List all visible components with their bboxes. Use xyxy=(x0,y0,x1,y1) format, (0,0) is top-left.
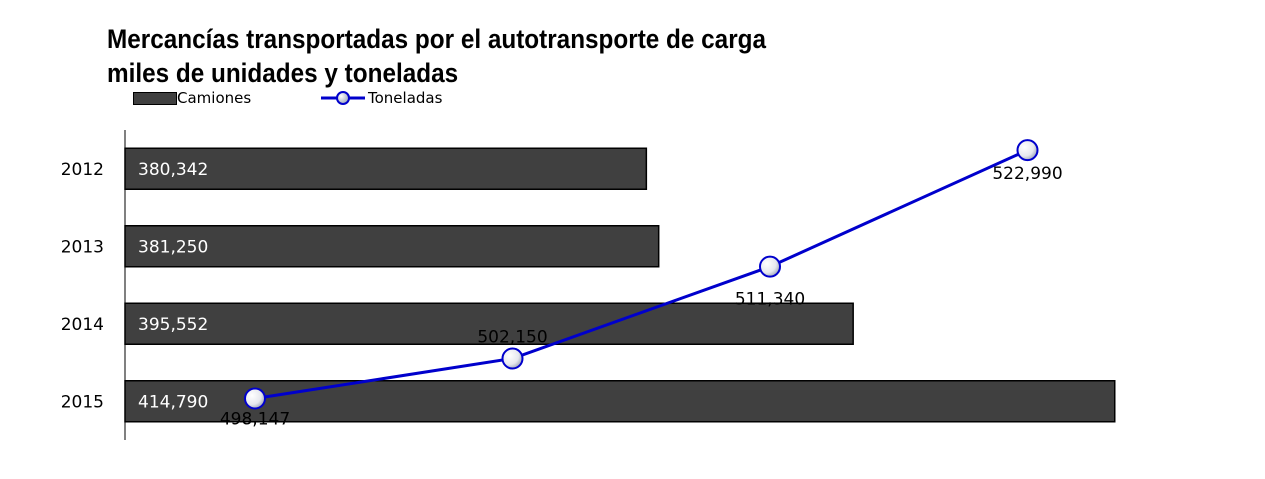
bar-value-label-2015: 414,790 xyxy=(138,392,208,412)
y-tick-label-2013: 2013 xyxy=(61,237,104,257)
legend-swatch-camiones xyxy=(133,92,177,105)
bar-2014 xyxy=(124,302,854,345)
bar-2012 xyxy=(124,147,648,190)
chart-title-line-1: Mercancías transportadas por el autotran… xyxy=(107,24,767,54)
point-toneladas-2013 xyxy=(501,347,524,370)
bar-value-label-2013: 381,250 xyxy=(138,237,208,257)
bar-2015 xyxy=(124,380,1116,423)
chart-title-line-2: miles de unidades y toneladas xyxy=(107,58,459,88)
bar-value-label-2014: 395,552 xyxy=(138,315,208,335)
y-tick-label-2015: 2015 xyxy=(61,392,104,412)
chart-title: Mercancías transportadas por el autotran… xyxy=(107,22,766,90)
point-label-toneladas-2012: 498,147 xyxy=(220,410,290,430)
point-toneladas-2012 xyxy=(244,387,266,410)
point-toneladas-2014 xyxy=(759,255,781,278)
legend-label-camiones: Camiones xyxy=(177,89,252,107)
legend-swatch-toneladas xyxy=(321,91,365,105)
point-label-toneladas-2013: 502,150 xyxy=(477,328,547,348)
bar-2013 xyxy=(124,225,660,268)
line-toneladas xyxy=(254,148,1029,401)
legend-label-toneladas: Toneladas xyxy=(368,89,443,107)
y-tick-label-2012: 2012 xyxy=(61,160,104,180)
point-label-toneladas-2015: 522,990 xyxy=(992,164,1062,184)
point-toneladas-2015 xyxy=(1016,139,1039,162)
y-tick-label-2014: 2014 xyxy=(61,315,104,335)
point-label-toneladas-2014: 511,340 xyxy=(735,290,805,310)
bar-value-label-2012: 380,342 xyxy=(138,160,208,180)
